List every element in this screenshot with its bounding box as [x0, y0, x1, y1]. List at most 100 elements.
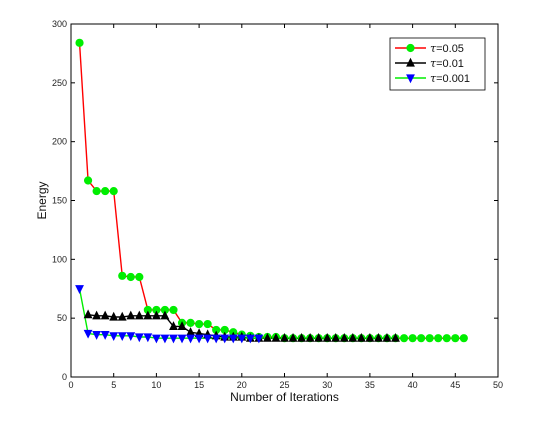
- data-point: [92, 310, 102, 320]
- y-tick-label: 150: [52, 196, 67, 206]
- data-point: [280, 332, 289, 342]
- x-tick-label: 5: [111, 380, 116, 390]
- legend-label-symbol: τ: [430, 42, 437, 55]
- data-point: [160, 310, 170, 320]
- data-point: [100, 310, 110, 320]
- data-point: [314, 332, 324, 342]
- data-point: [263, 332, 272, 342]
- data-point: [322, 332, 332, 342]
- data-point: [126, 272, 135, 282]
- data-point: [297, 332, 306, 342]
- data-point: [211, 334, 221, 344]
- data-point: [109, 311, 119, 321]
- data-point: [331, 332, 341, 342]
- series-line-3: [78, 288, 259, 339]
- legend-label-symbol: τ: [430, 72, 437, 85]
- legend-marker: [406, 43, 415, 53]
- data-point: [186, 334, 195, 344]
- y-tick-label: 0: [62, 372, 67, 382]
- data-point: [101, 186, 110, 196]
- x-tick-label: 40: [408, 380, 418, 390]
- data-point: [391, 332, 400, 342]
- data-point: [451, 334, 460, 343]
- data-point: [254, 334, 264, 344]
- series-line-1: [78, 42, 464, 339]
- legend-label: τ=0.01: [430, 57, 464, 70]
- data-point: [305, 332, 315, 342]
- data-point: [135, 272, 144, 282]
- data-point: [417, 334, 426, 343]
- x-tick-label: 45: [450, 380, 460, 390]
- data-point: [151, 310, 161, 320]
- data-point: [75, 38, 84, 47]
- x-tick-label: 10: [151, 380, 161, 390]
- data-point: [399, 334, 409, 343]
- axis-ticks: 0 5 10 15 20 25 30 35 40 45 50 0 50 100 150 200 250 300: [52, 19, 503, 390]
- data-point: [117, 311, 127, 321]
- data-point: [339, 332, 349, 342]
- data-point: [203, 319, 212, 329]
- data-point: [356, 332, 366, 342]
- data-point: [169, 321, 178, 331]
- data-point: [109, 186, 118, 196]
- data-point: [228, 334, 238, 344]
- data-point: [434, 334, 443, 343]
- data-point: [195, 319, 204, 329]
- data-point: [271, 332, 281, 342]
- y-tick-label: 300: [52, 19, 67, 29]
- data-point: [92, 331, 102, 340]
- x-tick-label: 25: [279, 380, 289, 390]
- data-point: [100, 331, 110, 340]
- data-point: [134, 310, 144, 320]
- data-point: [75, 285, 84, 294]
- data-point: [126, 332, 136, 342]
- data-point: [237, 334, 247, 344]
- data-point: [169, 334, 178, 344]
- data-point: [118, 271, 127, 280]
- data-point: [143, 310, 153, 320]
- data-point: [245, 334, 255, 344]
- data-point: [365, 332, 375, 342]
- data-point: [134, 333, 144, 343]
- data-point: [203, 334, 213, 344]
- data-point: [143, 333, 153, 343]
- data-point: [348, 332, 358, 342]
- legend-label-value: =0.05: [436, 43, 464, 55]
- legend-label-value: =0.001: [436, 73, 470, 85]
- data-point: [459, 334, 468, 343]
- data-point: [194, 334, 204, 344]
- data-point: [83, 329, 93, 339]
- legend-label-symbol: τ: [430, 57, 437, 70]
- legend-marker: [406, 74, 415, 84]
- series-markers: [75, 38, 468, 344]
- data-point: [160, 334, 170, 344]
- data-point: [425, 334, 434, 343]
- data-point: [83, 309, 93, 319]
- y-tick-label: 200: [52, 137, 67, 147]
- data-point: [117, 332, 127, 342]
- y-tick-label: 50: [57, 313, 67, 323]
- data-point: [382, 332, 392, 342]
- data-point: [186, 318, 195, 327]
- x-tick-label: 50: [493, 380, 503, 390]
- data-point: [151, 334, 161, 344]
- x-tick-label: 20: [237, 380, 247, 390]
- legend: τ=0.05τ=0.01τ=0.001: [389, 37, 486, 91]
- legend-label: τ=0.05: [430, 42, 464, 55]
- legend-box: [389, 37, 486, 91]
- data-point: [169, 305, 178, 315]
- data-point: [177, 321, 187, 331]
- data-point: [177, 334, 187, 344]
- x-tick-label: 35: [365, 380, 375, 390]
- y-tick-label: 100: [52, 254, 67, 264]
- data-point: [92, 186, 101, 196]
- data-point: [109, 332, 119, 342]
- data-point: [83, 176, 93, 185]
- x-axis-title: Number of Iterations: [230, 390, 339, 404]
- data-point: [374, 332, 383, 342]
- series-points-3: [75, 285, 264, 344]
- y-tick-label: 250: [52, 78, 67, 88]
- x-tick-label: 15: [194, 380, 204, 390]
- data-point: [288, 332, 298, 342]
